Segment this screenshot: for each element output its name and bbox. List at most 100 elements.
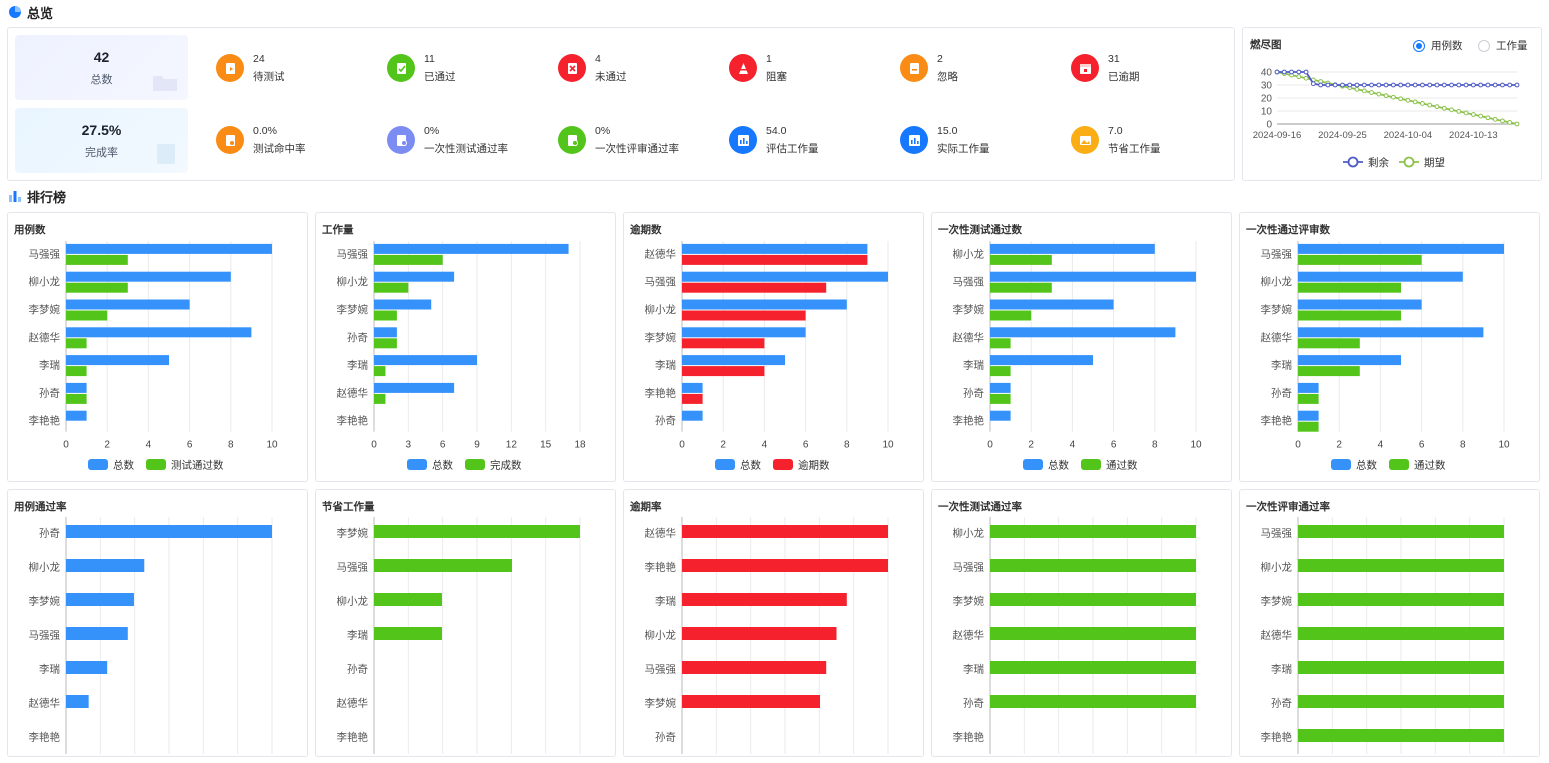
- ranking-bar[interactable]: [990, 410, 1011, 421]
- ranking-bar[interactable]: [990, 299, 1114, 310]
- legend-label[interactable]: 逾期数: [798, 459, 830, 472]
- ranking-bar[interactable]: [682, 243, 868, 254]
- ranking-bar[interactable]: [66, 282, 128, 293]
- ranking-bar[interactable]: [374, 338, 397, 349]
- radio-workload[interactable]: 工作量: [1478, 38, 1528, 53]
- legend-label[interactable]: 总数: [113, 459, 134, 472]
- ranking-bar[interactable]: [374, 627, 442, 640]
- ranking-bar[interactable]: [374, 271, 455, 282]
- legend-label[interactable]: 测试通过数: [171, 459, 224, 472]
- ranking-bar[interactable]: [1298, 525, 1504, 538]
- ranking-bar[interactable]: [66, 355, 169, 366]
- ranking-bar[interactable]: [1298, 355, 1401, 366]
- ranking-bar[interactable]: [374, 299, 432, 310]
- ranking-bar[interactable]: [374, 254, 443, 265]
- ranking-bar[interactable]: [374, 366, 386, 377]
- ranking-bar[interactable]: [66, 593, 134, 606]
- ranking-bar[interactable]: [1298, 366, 1360, 377]
- ranking-bar[interactable]: [66, 661, 108, 674]
- legend-label[interactable]: 总数: [1356, 459, 1378, 472]
- ranking-bar[interactable]: [990, 271, 1196, 282]
- ranking-bar[interactable]: [682, 254, 868, 265]
- ranking-bar[interactable]: [66, 299, 190, 310]
- ranking-bar[interactable]: [66, 559, 145, 572]
- ranking-bar[interactable]: [1298, 661, 1504, 674]
- ranking-bar[interactable]: [682, 593, 847, 606]
- ranking-bar[interactable]: [374, 310, 397, 321]
- ranking-bar[interactable]: [66, 310, 108, 321]
- ranking-bar[interactable]: [66, 254, 128, 265]
- ranking-bar[interactable]: [1298, 338, 1360, 349]
- ranking-bar[interactable]: [990, 393, 1011, 404]
- ranking-bar[interactable]: [66, 393, 87, 404]
- ranking-bar[interactable]: [66, 271, 231, 282]
- ranking-bar[interactable]: [1298, 729, 1504, 742]
- ranking-bar[interactable]: [990, 282, 1052, 293]
- ranking-bar[interactable]: [374, 393, 386, 404]
- ranking-bar[interactable]: [990, 661, 1196, 674]
- ranking-bar[interactable]: [682, 559, 888, 572]
- ranking-bar[interactable]: [374, 525, 580, 538]
- ranking-bar[interactable]: [1298, 382, 1319, 393]
- ranking-bar[interactable]: [990, 695, 1196, 708]
- ranking-bar[interactable]: [1298, 695, 1504, 708]
- ranking-bar[interactable]: [682, 271, 888, 282]
- ranking-bar[interactable]: [374, 355, 477, 366]
- ranking-bar[interactable]: [1298, 410, 1319, 421]
- ranking-bar[interactable]: [1298, 271, 1463, 282]
- ranking-bar[interactable]: [990, 525, 1196, 538]
- ranking-bar[interactable]: [682, 382, 703, 393]
- ranking-bar[interactable]: [66, 382, 87, 393]
- ranking-bar[interactable]: [990, 243, 1155, 254]
- ranking-bar[interactable]: [682, 695, 821, 708]
- ranking-bar[interactable]: [1298, 421, 1319, 432]
- ranking-bar[interactable]: [990, 254, 1052, 265]
- ranking-bar[interactable]: [1298, 299, 1422, 310]
- ranking-bar[interactable]: [990, 559, 1196, 572]
- ranking-bar[interactable]: [682, 393, 703, 404]
- ranking-bar[interactable]: [66, 695, 89, 708]
- ranking-bar[interactable]: [682, 355, 785, 366]
- ranking-bar[interactable]: [682, 327, 806, 338]
- ranking-bar[interactable]: [682, 299, 847, 310]
- ranking-bar[interactable]: [1298, 282, 1401, 293]
- ranking-bar[interactable]: [990, 327, 1176, 338]
- ranking-bar[interactable]: [682, 310, 806, 321]
- ranking-bar[interactable]: [374, 559, 513, 572]
- ranking-bar[interactable]: [1298, 393, 1319, 404]
- ranking-bar[interactable]: [66, 410, 87, 421]
- ranking-bar[interactable]: [682, 661, 827, 674]
- legend-label[interactable]: 完成数: [490, 459, 522, 472]
- ranking-bar[interactable]: [1298, 593, 1504, 606]
- legend-label[interactable]: 期望: [1424, 156, 1445, 169]
- legend-label[interactable]: 通过数: [1414, 459, 1446, 472]
- ranking-bar[interactable]: [682, 525, 888, 538]
- ranking-bar[interactable]: [1298, 327, 1484, 338]
- ranking-bar[interactable]: [990, 593, 1196, 606]
- ranking-bar[interactable]: [374, 243, 569, 254]
- ranking-bar[interactable]: [990, 627, 1196, 640]
- legend-label[interactable]: 总数: [432, 459, 453, 472]
- ranking-bar[interactable]: [682, 366, 765, 377]
- ranking-bar[interactable]: [990, 382, 1011, 393]
- ranking-bar[interactable]: [66, 327, 252, 338]
- ranking-bar[interactable]: [990, 310, 1032, 321]
- ranking-bar[interactable]: [66, 627, 128, 640]
- ranking-bar[interactable]: [682, 410, 703, 421]
- ranking-bar[interactable]: [1298, 310, 1401, 321]
- ranking-bar[interactable]: [1298, 254, 1422, 265]
- ranking-bar[interactable]: [682, 627, 837, 640]
- ranking-bar[interactable]: [1298, 627, 1504, 640]
- ranking-bar[interactable]: [682, 338, 765, 349]
- legend-label[interactable]: 总数: [1048, 459, 1070, 472]
- radio-case-count[interactable]: 用例数: [1413, 38, 1463, 53]
- ranking-bar[interactable]: [990, 355, 1093, 366]
- ranking-bar[interactable]: [66, 338, 87, 349]
- legend-label[interactable]: 剩余: [1368, 156, 1390, 169]
- ranking-bar[interactable]: [1298, 243, 1504, 254]
- ranking-bar[interactable]: [374, 327, 397, 338]
- ranking-bar[interactable]: [66, 525, 272, 538]
- ranking-bar[interactable]: [66, 366, 87, 377]
- ranking-bar[interactable]: [682, 282, 827, 293]
- ranking-bar[interactable]: [374, 593, 442, 606]
